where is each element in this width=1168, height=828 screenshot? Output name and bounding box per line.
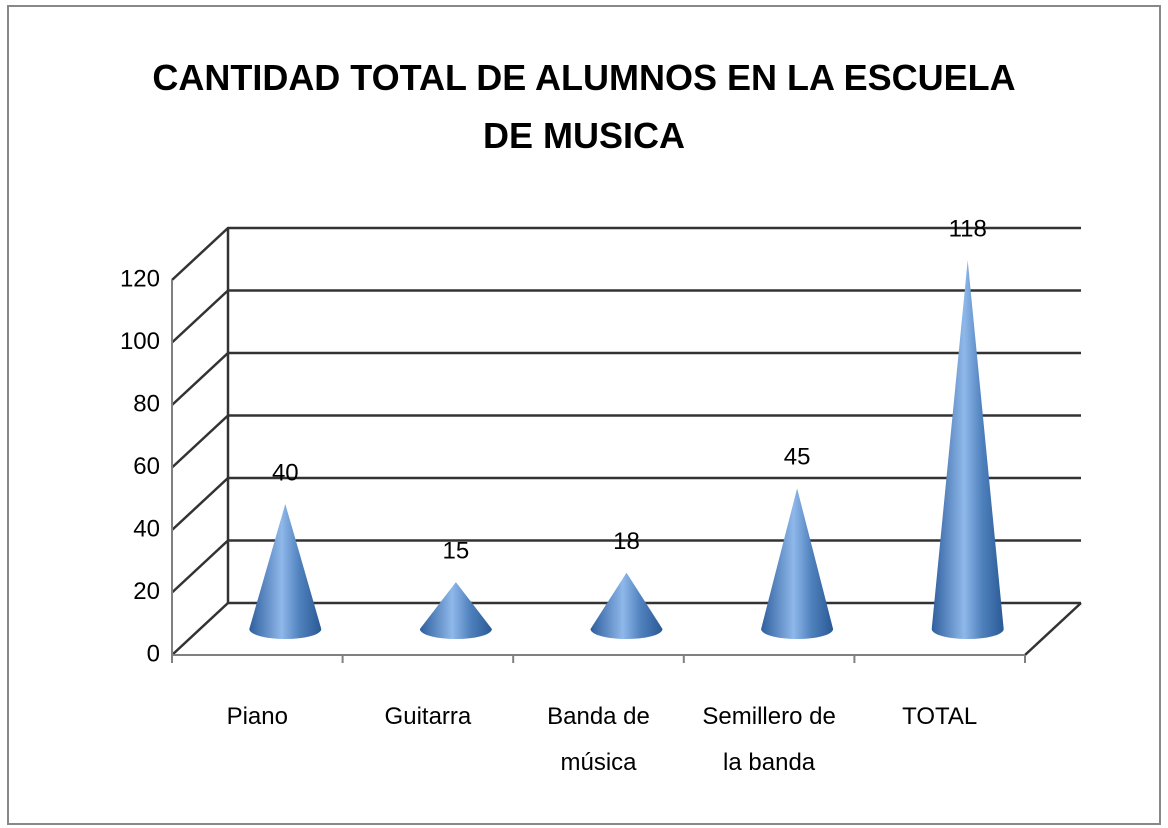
y-tick-label: 120 [120,265,160,292]
grid-line [171,226,1081,281]
cone [931,260,1004,639]
value-label: 18 [613,528,640,555]
chart-title: CANTIDAD TOTAL DE ALUMNOS EN LA ESCUELA D… [152,57,1015,156]
y-tick-label: 0 [147,640,160,667]
cone [249,504,322,639]
y-tick-label: 60 [133,453,160,480]
y-tick-label: 80 [133,390,160,417]
value-label: 15 [443,537,470,564]
y-tick-label: 20 [133,578,160,605]
value-label: 40 [272,459,299,486]
cone [590,572,663,639]
x-tick-label: Piano [227,703,288,730]
y-tick-label: 100 [120,328,160,355]
grid-line [171,351,1081,406]
y-tick-label: 40 [133,515,160,542]
grid-line [171,414,1081,469]
cone [419,582,492,639]
value-label: 118 [949,216,987,243]
x-tick-label: Banda de música [547,703,650,776]
value-label: 45 [784,444,811,471]
x-tick-label: TOTAL [902,703,977,730]
x-tick-label: Semillero de la banda [702,703,835,776]
cone [761,488,834,639]
grid-line [171,289,1081,344]
x-tick-label: Guitarra [385,703,472,730]
grid-line [171,476,1081,531]
floor-right [1024,602,1082,656]
